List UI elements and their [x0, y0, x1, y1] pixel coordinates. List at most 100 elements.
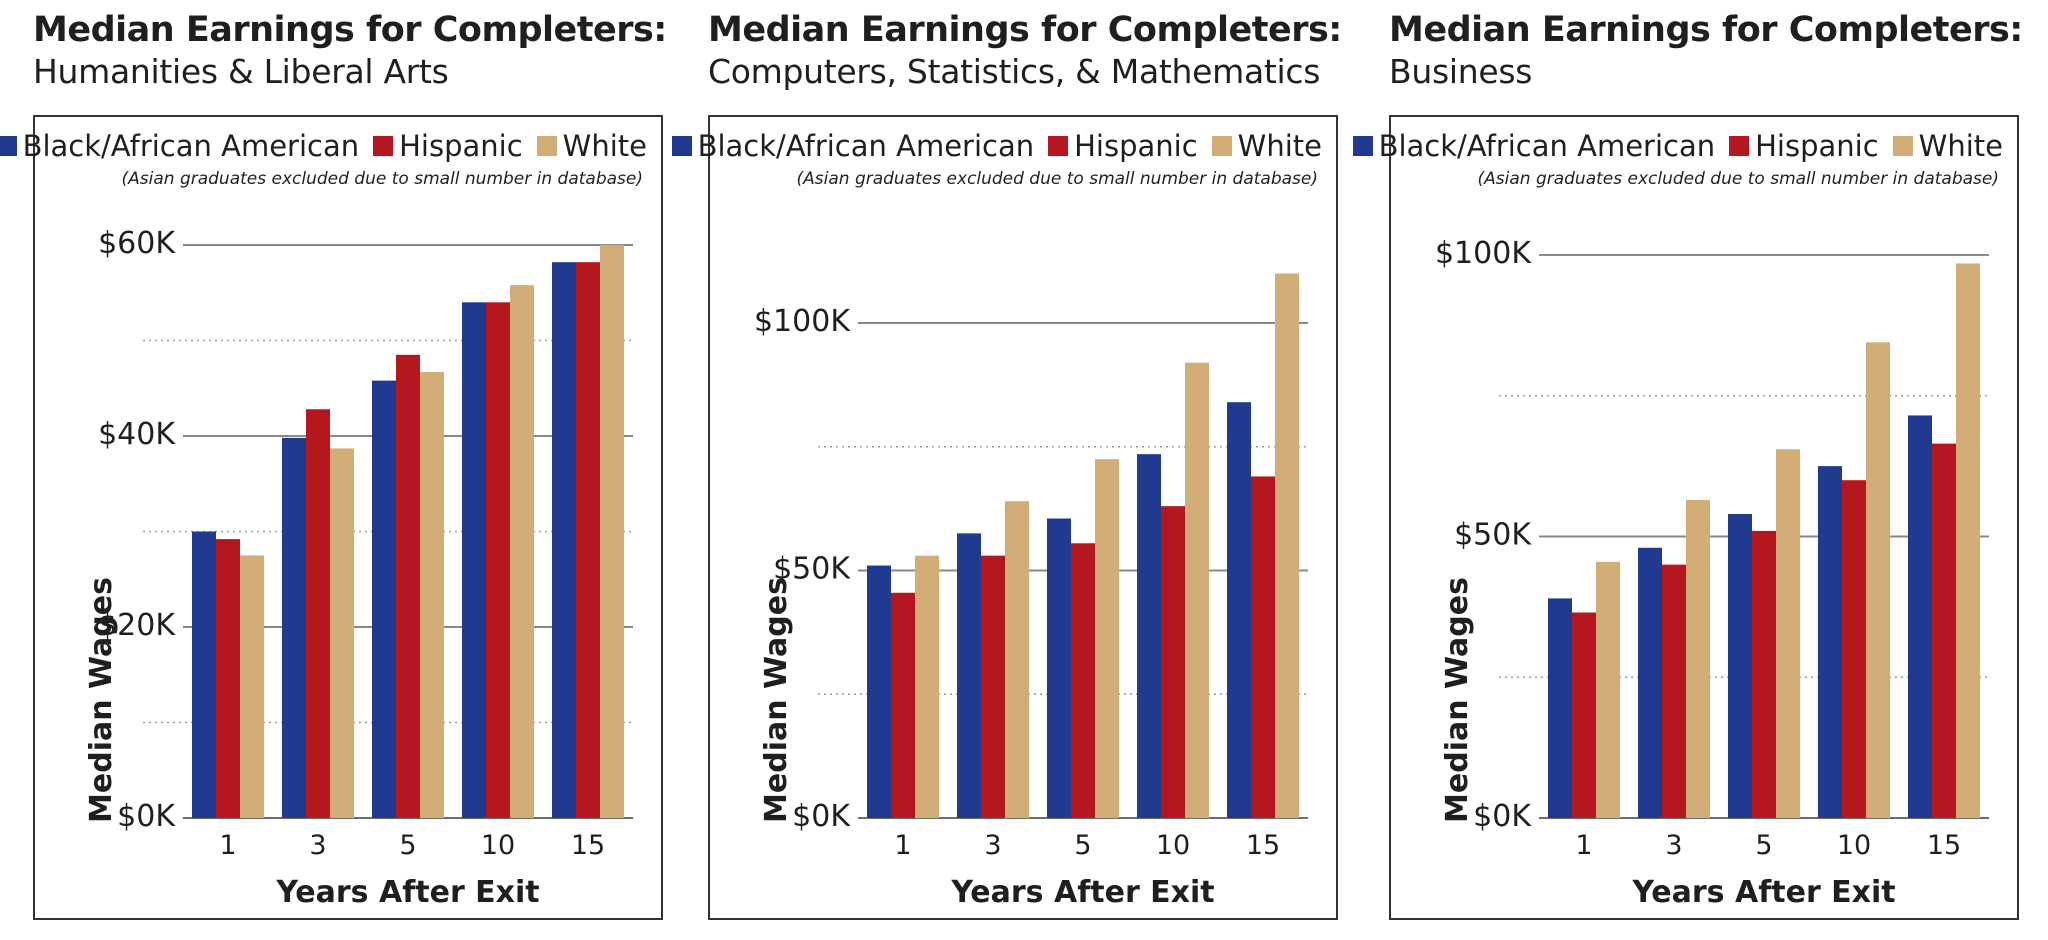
x-tick-label: 15: [571, 830, 605, 861]
chart-panel-2: Median Earnings for Completers: Computer…: [671, 0, 1368, 940]
bar-hispanic: [1932, 443, 1956, 818]
legend-label: White: [1918, 129, 2003, 163]
legend-item-white: White: [1211, 129, 1322, 163]
chart-title: Median Earnings for Completers:: [1389, 10, 2023, 50]
y-tick-label: $20K: [98, 608, 176, 643]
bar-white: [1095, 459, 1119, 818]
x-axis-label: Years After Exit: [1631, 875, 1895, 910]
legend-swatch-black: [671, 136, 692, 156]
bar-hispanic: [981, 555, 1005, 818]
legend-item-black: Black/African American: [0, 129, 359, 163]
legend-swatch-white: [1211, 136, 1232, 156]
bar-white: [600, 245, 624, 818]
x-axis-label: Years After Exit: [275, 875, 539, 910]
x-tick-label: 15: [1246, 830, 1280, 861]
bar-hispanic: [576, 262, 600, 818]
x-axis-label: Years After Exit: [950, 875, 1214, 910]
bar-hispanic: [1752, 530, 1776, 818]
bar-black: [1728, 513, 1752, 818]
bar-black: [372, 380, 396, 818]
bar-white: [240, 555, 264, 818]
legend-note: (Asian graduates excluded due to small n…: [796, 169, 1319, 189]
y-axis-label: Median Wages: [759, 577, 794, 823]
legend-label: Black/African American: [22, 129, 360, 163]
y-tick-label: $0K: [117, 799, 176, 834]
bar-white: [1185, 362, 1209, 818]
bar-hispanic: [396, 354, 420, 818]
bar-black: [957, 533, 981, 818]
bar-black: [867, 565, 891, 818]
bar-black: [282, 437, 306, 818]
chart-frame: Black/African American Hispanic White (A…: [1352, 115, 2019, 920]
bar-hispanic: [891, 592, 915, 818]
legend-swatch-white: [536, 136, 557, 156]
chart-panel-1: Median Earnings for Completers: Humaniti…: [0, 0, 693, 940]
x-tick-label: 15: [1927, 830, 1961, 861]
legend-item-white: White: [1892, 129, 2003, 163]
bar-black: [192, 531, 216, 818]
legend-swatch-white: [1892, 136, 1913, 156]
bar-hispanic: [1161, 506, 1185, 818]
bar-black: [1908, 415, 1932, 818]
legend-label: Black/African American: [1378, 129, 1716, 163]
legend-item-black: Black/African American: [671, 129, 1035, 163]
legend-swatch-hispanic: [1048, 136, 1069, 156]
legend: Black/African American Hispanic White: [0, 129, 647, 163]
legend: Black/African American Hispanic White: [1339, 129, 2003, 163]
bar-black: [1548, 598, 1572, 818]
bar-white: [1686, 499, 1710, 818]
x-tick-label: 5: [399, 830, 416, 861]
x-tick-label: 3: [984, 830, 1001, 861]
bar-white: [915, 555, 939, 818]
x-tick-label: 1: [894, 830, 911, 861]
legend-label: Hispanic: [1755, 129, 1879, 163]
legend-item-black: Black/African American: [1352, 129, 1716, 163]
bar-hispanic: [1662, 564, 1686, 818]
legend-note: (Asian graduates excluded due to small n…: [1477, 169, 2000, 189]
legend-label: Black/African American: [697, 129, 1035, 163]
x-tick-label: 1: [1575, 830, 1592, 861]
bar-white: [1866, 342, 1890, 818]
legend-label: Hispanic: [399, 129, 523, 163]
chart-title: Median Earnings for Completers:: [708, 10, 1342, 50]
bar-black: [552, 262, 576, 818]
y-axis-label: Median Wages: [1440, 577, 1475, 823]
bar-black: [1818, 466, 1842, 818]
bar-hispanic: [1251, 476, 1275, 818]
bar-white: [1776, 449, 1800, 818]
legend-swatch-black: [1352, 136, 1373, 156]
bar-white: [1275, 273, 1299, 818]
bar-chart-svg: $0K $50K $100K 1 3 5 10 15 Years After Exit Media…: [754, 273, 1308, 910]
legend-swatch-hispanic: [1729, 136, 1750, 156]
x-tick-label: 3: [1665, 830, 1682, 861]
bar-white: [1005, 501, 1029, 818]
bar-black: [1227, 402, 1251, 818]
chart-frame: Black/African American Hispanic White (A…: [671, 115, 1338, 920]
bar-hispanic: [486, 302, 510, 818]
bar-black: [1638, 547, 1662, 818]
legend-swatch-hispanic: [373, 136, 394, 156]
bar-white: [510, 285, 534, 818]
bar-white: [420, 372, 444, 818]
y-tick-label: $100K: [1435, 236, 1532, 271]
x-tick-label: 10: [1156, 830, 1190, 861]
y-tick-label: $0K: [792, 799, 851, 834]
y-tick-label: $50K: [773, 552, 851, 587]
x-tick-label: 5: [1755, 830, 1772, 861]
legend-item-hispanic: Hispanic: [373, 129, 523, 163]
bar-hispanic: [1071, 543, 1095, 818]
y-tick-label: $40K: [98, 417, 176, 452]
chart-panel-3: Median Earnings for Completers: Business…: [1352, 0, 2048, 940]
y-tick-label: $0K: [1473, 799, 1532, 834]
chart-title: Median Earnings for Completers:: [33, 10, 667, 50]
legend-label: White: [562, 129, 647, 163]
bar-black: [1047, 518, 1071, 818]
bar-chart-svg: $0K $20K $40K $60K 1 3 5 10 15 Years After Exit Me…: [84, 226, 633, 910]
x-tick-label: 3: [309, 830, 326, 861]
bar-hispanic: [1572, 612, 1596, 818]
y-tick-label: $60K: [98, 226, 176, 261]
chart-subtitle: Business: [1389, 52, 1533, 91]
legend-swatch-black: [0, 136, 17, 156]
y-tick-label: $50K: [1454, 518, 1532, 553]
x-tick-label: 10: [1837, 830, 1871, 861]
